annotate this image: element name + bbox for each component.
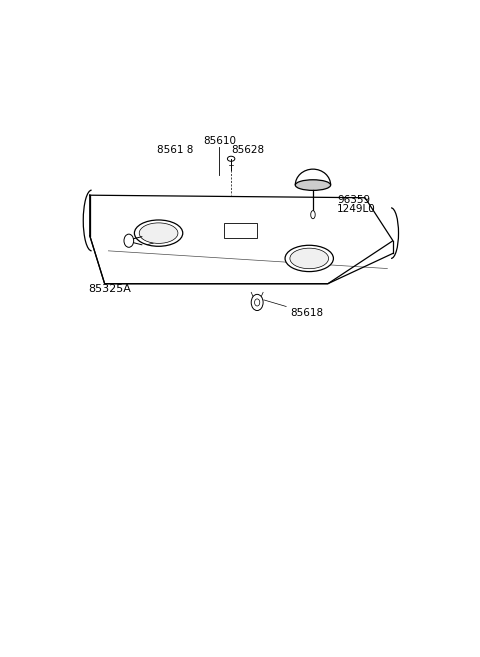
Ellipse shape [139,223,178,243]
Ellipse shape [134,220,183,246]
Ellipse shape [295,180,331,191]
Ellipse shape [285,245,334,271]
Ellipse shape [290,248,329,269]
Ellipse shape [228,156,235,162]
Text: 85628: 85628 [231,145,264,155]
Text: 1249L0: 1249L0 [337,204,376,214]
Text: 8561 8: 8561 8 [157,145,193,155]
Text: 85618: 85618 [290,307,324,317]
Polygon shape [90,195,393,284]
Circle shape [124,234,133,247]
Ellipse shape [311,211,315,219]
Circle shape [254,299,260,306]
Text: 85610: 85610 [204,135,237,146]
Text: 85325A: 85325A [88,284,131,294]
Text: 96359: 96359 [337,195,370,205]
Circle shape [251,294,263,311]
Bar [224,223,257,238]
